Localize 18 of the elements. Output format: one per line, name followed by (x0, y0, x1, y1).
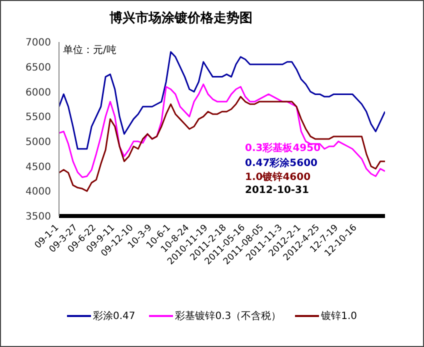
annotation: 1.0镀锌4600 (245, 170, 311, 184)
chart-title: 博兴市场涂镀价格走势图 (108, 10, 254, 27)
y-tick-label: 4000 (26, 186, 51, 198)
y-tick-label: 5500 (26, 112, 51, 124)
annotation: 2012-10-31 (245, 184, 309, 196)
annotation: 0.47彩涂5600 (245, 156, 318, 170)
y-tick-label: 5000 (26, 136, 51, 148)
y-tick-label: 4500 (26, 162, 51, 173)
legend-label: 镀锌1.0 (320, 310, 358, 323)
y-tick-label: 7000 (26, 38, 51, 49)
annotation: 0.3彩基板4950 (245, 142, 321, 155)
y-tick-label: 6000 (26, 87, 51, 98)
y-axis-title: 单位：元/吨 (63, 44, 116, 57)
y-tick-label: 6500 (26, 62, 51, 74)
line-series (59, 96, 385, 192)
y-tick-label: 3500 (26, 212, 51, 223)
legend-label: 彩基镀锌0.3（不含税） (174, 310, 282, 323)
legend-label: 彩涂0.47 (92, 310, 136, 323)
